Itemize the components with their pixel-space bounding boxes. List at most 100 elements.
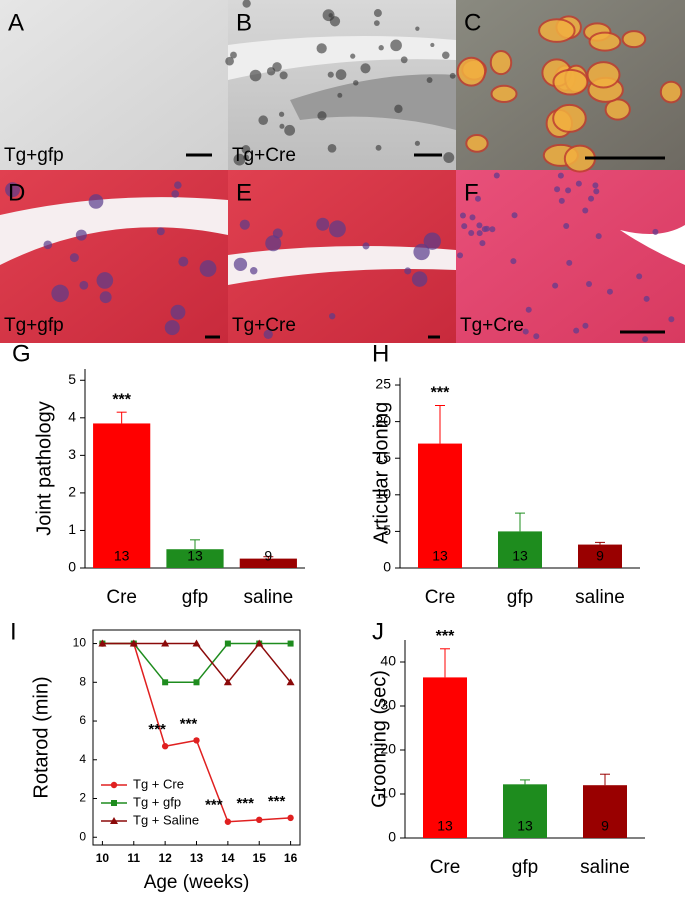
cell	[621, 30, 647, 49]
texture	[415, 26, 420, 31]
y-tick-label: 0	[383, 559, 391, 575]
texture	[442, 51, 450, 59]
significance: ***	[436, 628, 455, 645]
significance: ***	[112, 391, 131, 408]
x-tick-label: 11	[127, 851, 140, 865]
x-tick-label: 15	[253, 851, 267, 865]
y-tick-label: 2	[79, 791, 86, 805]
cell	[525, 306, 532, 313]
panel-letter: H	[372, 340, 389, 367]
texture	[426, 77, 433, 83]
n-label: 9	[601, 818, 609, 834]
y-tick-label: 10	[375, 486, 391, 502]
n-label: 13	[432, 548, 448, 564]
line	[102, 642, 291, 823]
cell	[606, 288, 613, 295]
point	[161, 639, 170, 647]
legend-marker	[111, 800, 117, 806]
texture	[328, 220, 346, 238]
texture	[329, 312, 336, 320]
bar	[239, 558, 297, 568]
x-tick-label: 10	[96, 851, 110, 865]
panel-letter: E	[236, 179, 252, 206]
cell	[481, 226, 488, 233]
texture	[265, 235, 282, 252]
cell	[538, 18, 576, 43]
texture	[327, 71, 334, 78]
significance: ***	[148, 721, 166, 738]
cell	[510, 258, 517, 265]
legend-label: Tg + Saline	[133, 812, 199, 827]
texture	[279, 71, 288, 80]
point	[287, 640, 294, 647]
significance: ***	[431, 385, 450, 402]
y-tick-label: 10	[380, 785, 396, 801]
texture	[411, 271, 428, 287]
line	[102, 642, 291, 684]
texture	[249, 69, 262, 82]
texture	[79, 280, 89, 290]
point	[98, 639, 107, 647]
n-label: 13	[187, 548, 203, 564]
cell	[588, 31, 622, 52]
y-tick-label: 0	[68, 559, 76, 575]
bar	[93, 423, 151, 568]
cell	[474, 195, 481, 202]
cell	[479, 240, 486, 247]
tissue	[290, 74, 456, 130]
texture	[178, 256, 189, 267]
bar	[423, 677, 467, 838]
point	[255, 639, 264, 647]
texture	[284, 124, 296, 136]
cell	[643, 295, 650, 302]
panel-letter: J	[372, 618, 384, 645]
texture	[243, 154, 250, 161]
y-tick-label: 4	[79, 752, 86, 766]
texture	[233, 153, 246, 166]
texture	[75, 229, 87, 241]
texture	[242, 0, 251, 8]
cell	[493, 172, 500, 179]
y-tick-label: 8	[79, 674, 86, 688]
cell	[566, 259, 573, 266]
y-axis-label: Joint pathology	[33, 401, 55, 536]
texture	[373, 20, 380, 27]
texture	[443, 152, 455, 164]
cell	[552, 68, 589, 96]
joint-space	[0, 197, 228, 265]
n-label: 13	[114, 548, 130, 564]
cell	[586, 281, 593, 288]
texture	[350, 53, 356, 59]
y-tick-label: 15	[375, 449, 391, 465]
texture	[99, 291, 112, 304]
n-label: 9	[596, 548, 604, 564]
y-axis-label: Rotarod (min)	[30, 676, 52, 798]
x-tick-label: saline	[580, 857, 630, 878]
texture	[263, 329, 273, 340]
n-label: 13	[437, 818, 453, 834]
texture	[225, 56, 234, 66]
texture	[170, 304, 186, 320]
texture	[164, 320, 180, 336]
cell	[563, 222, 570, 229]
texture	[51, 284, 69, 303]
legend-marker	[110, 781, 118, 789]
texture	[69, 253, 79, 263]
texture	[171, 190, 180, 198]
cell	[575, 180, 582, 187]
panel-caption: Tg+Cre	[232, 315, 296, 336]
legend-label: Tg + gfp	[133, 794, 181, 809]
cell	[582, 322, 589, 329]
cell	[511, 212, 518, 219]
cell	[659, 80, 683, 104]
point	[223, 678, 232, 686]
texture	[316, 217, 330, 231]
y-tick-label: 0	[79, 829, 86, 843]
point	[193, 679, 200, 686]
cell	[461, 223, 468, 230]
y-axis-label: Articular cloning	[370, 402, 392, 544]
y-tick-label: 40	[380, 653, 396, 669]
legend-marker	[110, 817, 118, 824]
x-tick-label: saline	[244, 587, 294, 608]
x-tick-label: Cre	[106, 587, 137, 608]
